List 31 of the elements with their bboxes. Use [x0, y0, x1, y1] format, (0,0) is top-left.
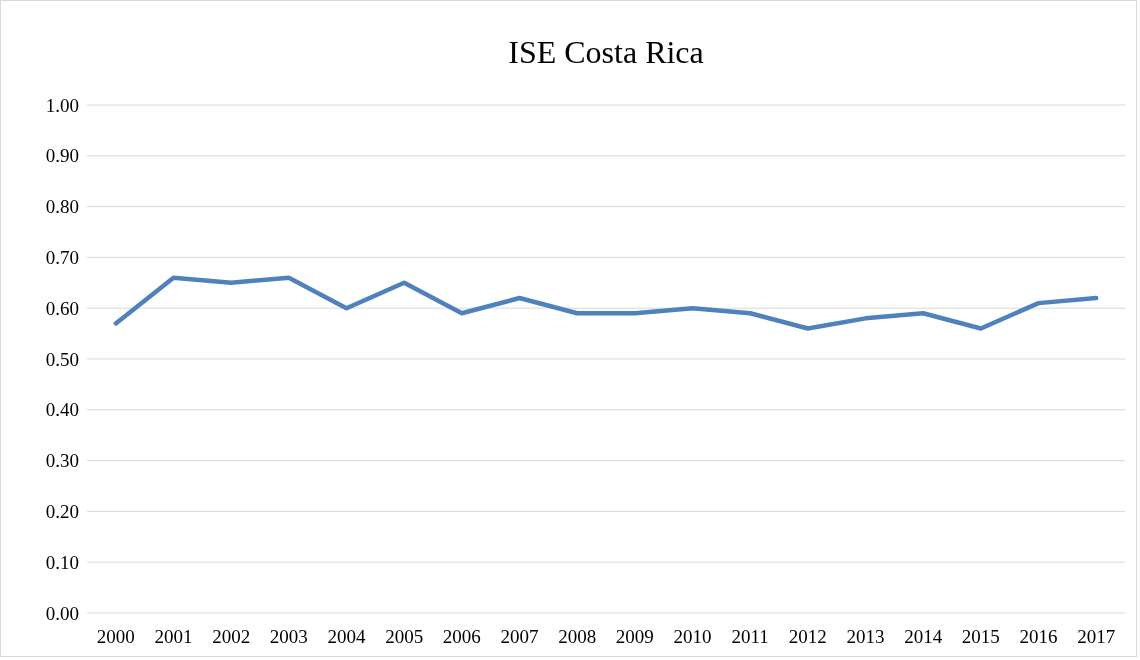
y-tick-label: 0.70	[45, 247, 79, 269]
x-tick-label: 2010	[673, 626, 712, 647]
y-tick-label: 0.50	[45, 348, 79, 370]
x-tick-label: 2013	[846, 626, 885, 647]
y-tick-label: 0.20	[45, 501, 79, 523]
x-tick-label: 2015	[961, 626, 1000, 647]
line-series	[113, 275, 1099, 331]
x-tick-label: 2007	[500, 626, 539, 647]
x-tick-label: 2009	[615, 626, 654, 647]
x-tick-label: 2006	[442, 626, 481, 647]
x-tick-label: 2014	[904, 626, 943, 647]
x-tick-label: 2004	[327, 626, 366, 647]
x-tick-label: 2002	[212, 626, 251, 647]
x-tick-label: 2017	[1077, 626, 1116, 647]
x-tick-label: 2001	[154, 626, 193, 647]
y-tick-label: 0.40	[45, 399, 79, 421]
y-tick-label: 0.80	[45, 196, 79, 218]
x-tick-label: 2005	[385, 626, 424, 647]
x-tick-label: 2008	[558, 626, 597, 647]
x-tick-label: 2011	[731, 626, 769, 647]
x-tick-label: 2003	[269, 626, 308, 647]
y-tick-label: 0.00	[45, 602, 79, 624]
x-tick-label: 2016	[1019, 626, 1058, 647]
x-tick-label: 2000	[96, 626, 135, 647]
y-tick-label: 0.90	[45, 145, 79, 167]
y-tick-label: 0.30	[45, 450, 79, 472]
x-tick-label: 2012	[788, 626, 827, 647]
y-tick-label: 0.10	[45, 551, 79, 573]
y-tick-label: 1.00	[45, 94, 79, 116]
y-tick-label: 0.60	[45, 297, 79, 319]
chart-title: ISE Costa Rica	[508, 34, 704, 70]
